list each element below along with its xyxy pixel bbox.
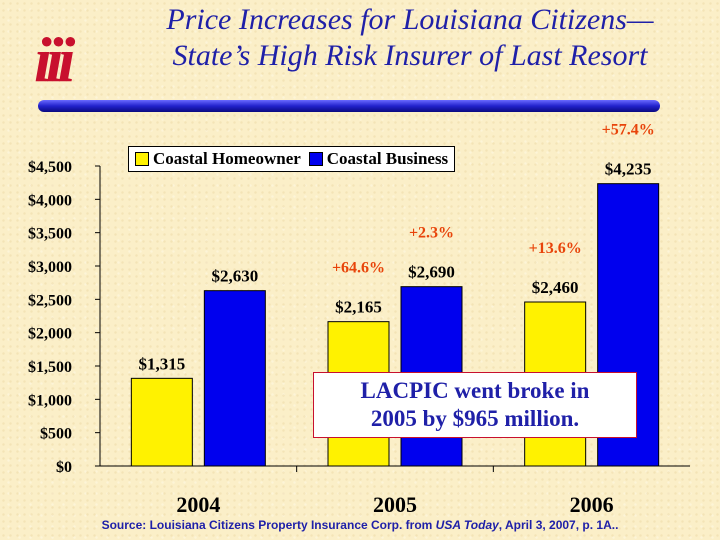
legend-swatch-homeowner [135,152,149,166]
percent-change-label: +57.4% [602,122,655,139]
y-tick-label: $3,500 [28,226,72,243]
slide-title: Price Increases for Louisiana Citizens— … [100,2,720,74]
data-labels: $1,315 $2,630 $2,165 $2,690 $2,460 $4,235 +64.… [138,122,654,374]
data-label: $4,235 [605,160,652,179]
y-tick-label: $0 [56,459,72,476]
source-publication: USA Today [435,518,499,532]
source-suffix: , April 3, 2007, p. 1A.. [498,518,619,532]
y-tick-label: $4,500 [28,159,72,176]
callout-line-2: 2005 by $965 million. [370,406,580,431]
y-axis: $0 $500 $1,000 $1,500 $2,000 $2,500 $3,000 $3,5… [28,159,690,517]
bar-business-2004 [203,290,266,467]
data-label: $2,690 [408,263,455,282]
x-category-label: 2004 [176,492,220,517]
percent-change-label: +64.6% [332,260,385,277]
legend-swatch-business [308,152,323,166]
y-tick-label: $4,000 [28,192,72,209]
legend-label-business: Coastal Business [326,149,449,168]
percent-change-label: +13.6% [529,240,582,257]
percent-change-label: +2.3% [409,225,454,242]
title-underline-bar [38,100,660,112]
title-line-1: Price Increases for Louisiana Citizens— [166,3,654,36]
legend-item-homeowner: Coastal Homeowner [135,149,301,169]
y-tick-label: $500 [40,426,72,443]
y-tick-label: $1,500 [28,359,72,376]
data-label: $2,460 [532,278,579,297]
y-tick-label: $2,000 [28,326,72,343]
chart-legend: Coastal Homeowner Coastal Business [128,146,456,172]
source-prefix: Source: Louisiana Citizens Property Insu… [101,518,436,532]
callout-box: LACPIC went broke in 2005 by $965 millio… [313,372,637,438]
y-tick-label: $2,500 [28,292,72,309]
data-label: $2,630 [211,267,258,286]
y-tick-label: $1,000 [28,392,72,409]
legend-item-business: Coastal Business [308,149,449,169]
callout-line-1: LACPIC went broke in [360,378,590,403]
data-label: $1,315 [138,354,185,373]
y-tick-label: $3,000 [28,259,72,276]
iii-logo: iii [34,24,75,95]
x-category-label: 2005 [373,492,417,517]
source-note: Source: Louisiana Citizens Property Insu… [0,518,720,532]
data-label: $2,165 [335,298,382,317]
x-category-label: 2006 [570,492,614,517]
bar-homeowner-2004 [130,377,193,467]
legend-label-homeowner: Coastal Homeowner [153,149,301,168]
title-line-2: State’s High Risk Insurer of Last Resort [172,39,648,72]
